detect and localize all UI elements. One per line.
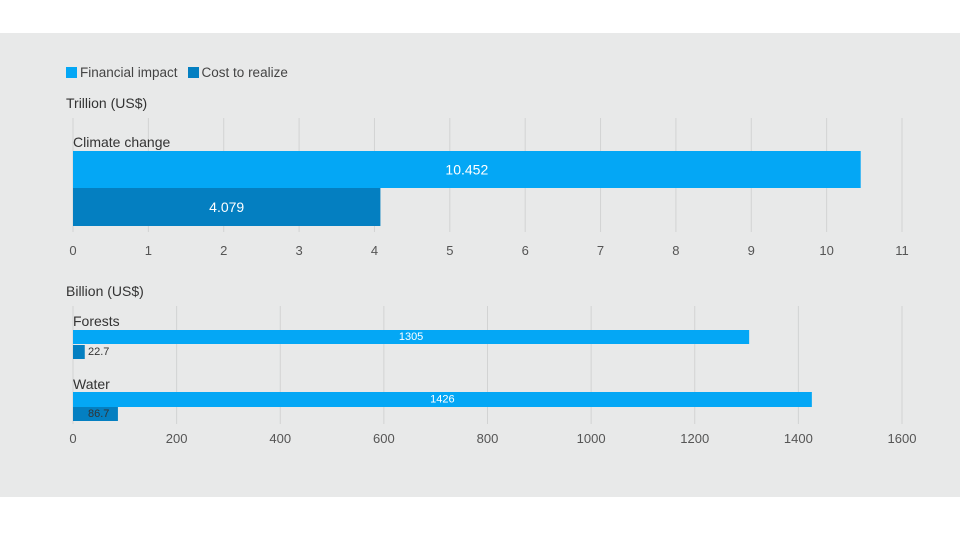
bar-water-cost-to-realize [73,407,118,421]
bar-climate-change-cost-to-realize [73,188,381,226]
legend-item-cost-to-realize: Cost to realize [187,64,288,80]
legend-item-financial-impact: Financial impact [66,65,178,80]
bar-forests-financial-impact [73,330,750,344]
tick-label-chart1-0: 0 [69,431,76,446]
bar-climate-change-financial-impact [73,151,861,188]
tick-label-chart0-7: 7 [597,243,604,258]
bar-forests-cost-to-realize [73,345,85,359]
category-label-climate-change: Climate change [73,134,170,150]
tick-label-chart0-6: 6 [522,243,529,258]
tick-label-chart0-3: 3 [295,243,302,258]
bar-water-financial-impact [73,392,812,407]
data-label-water-cost-to-realize: 86.7 [88,408,109,420]
tick-label-chart0-4: 4 [371,243,378,258]
tick-label-chart0-9: 9 [748,243,755,258]
legend-swatch-financial-impact [66,66,77,78]
top-chart-unit-label: Trillion (US$) [66,95,148,111]
legend-swatch-cost-to-realize [187,66,199,78]
category-label-water: Water [73,376,110,392]
data-label-water-financial-impact: 1426 [430,394,454,406]
legend-label-cost-to-realize: Cost to realize [201,64,288,80]
tick-label-chart1-800: 800 [477,431,499,446]
legend: Financial impact Cost to realize [66,64,298,80]
tick-label-chart1-1000: 1000 [577,431,606,446]
tick-label-chart0-0: 0 [69,243,76,258]
tick-label-chart0-2: 2 [220,243,227,258]
tick-label-chart0-5: 5 [446,243,453,258]
tick-label-chart1-200: 200 [166,431,188,446]
tick-label-chart1-1200: 1200 [680,431,709,446]
bottom-chart-unit-label: Billion (US$) [66,283,144,299]
category-label-forests: Forests [73,313,120,329]
tick-label-chart1-400: 400 [269,431,291,446]
data-label-forests-cost-to-realize: 22.7 [88,346,109,358]
data-label-climate-change-financial-impact: 10.452 [445,162,488,178]
tick-label-chart1-1400: 1400 [784,431,813,446]
data-label-forests-financial-impact: 1305 [399,331,423,343]
tick-label-chart0-1: 1 [145,243,152,258]
tick-label-chart0-8: 8 [672,243,679,258]
tick-label-chart0-10: 10 [819,243,833,258]
chart-panel [0,33,960,497]
data-label-climate-change-cost-to-realize: 4.079 [209,199,244,215]
legend-label-financial-impact: Financial impact [80,64,178,80]
tick-label-chart0-11: 11 [895,243,909,258]
tick-label-chart1-600: 600 [373,431,395,446]
tick-label-chart1-1600: 1600 [888,431,917,446]
